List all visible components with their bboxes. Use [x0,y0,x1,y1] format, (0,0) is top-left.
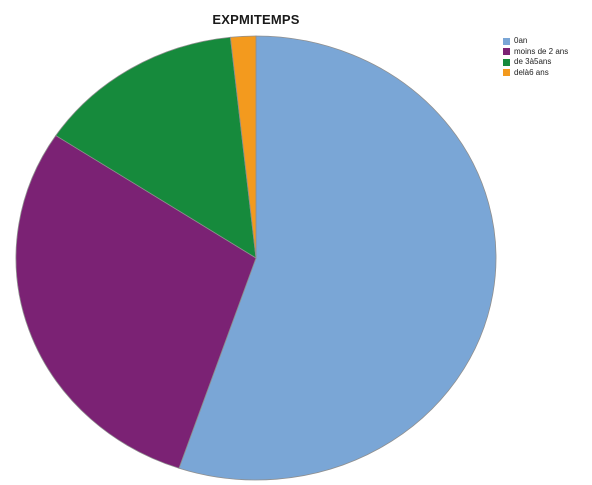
legend-label: 0an [514,36,528,45]
legend-item: delà6 ans [503,68,568,79]
pie-slice-2 [15,134,257,469]
legend-item: de 3à5ans [503,57,568,68]
pie-slice-1 [178,35,497,481]
pie-slice-3 [55,36,257,259]
legend-swatch [503,48,510,56]
pie-slice-4 [229,35,257,259]
legend-swatch [503,37,510,45]
chart-title: EXPMITEMPS [212,12,300,27]
legend-item: 0an [503,36,568,47]
chart-legend: 0an moins de 2 ans de 3à5ans delà6 ans [503,36,568,78]
legend-label: delà6 ans [514,67,549,77]
legend-swatch [503,58,510,66]
legend-item: moins de 2 ans [503,47,568,58]
legend-label: moins de 2 ans [514,46,569,56]
legend-label: de 3à5ans [514,57,552,66]
legend-swatch [503,69,510,77]
